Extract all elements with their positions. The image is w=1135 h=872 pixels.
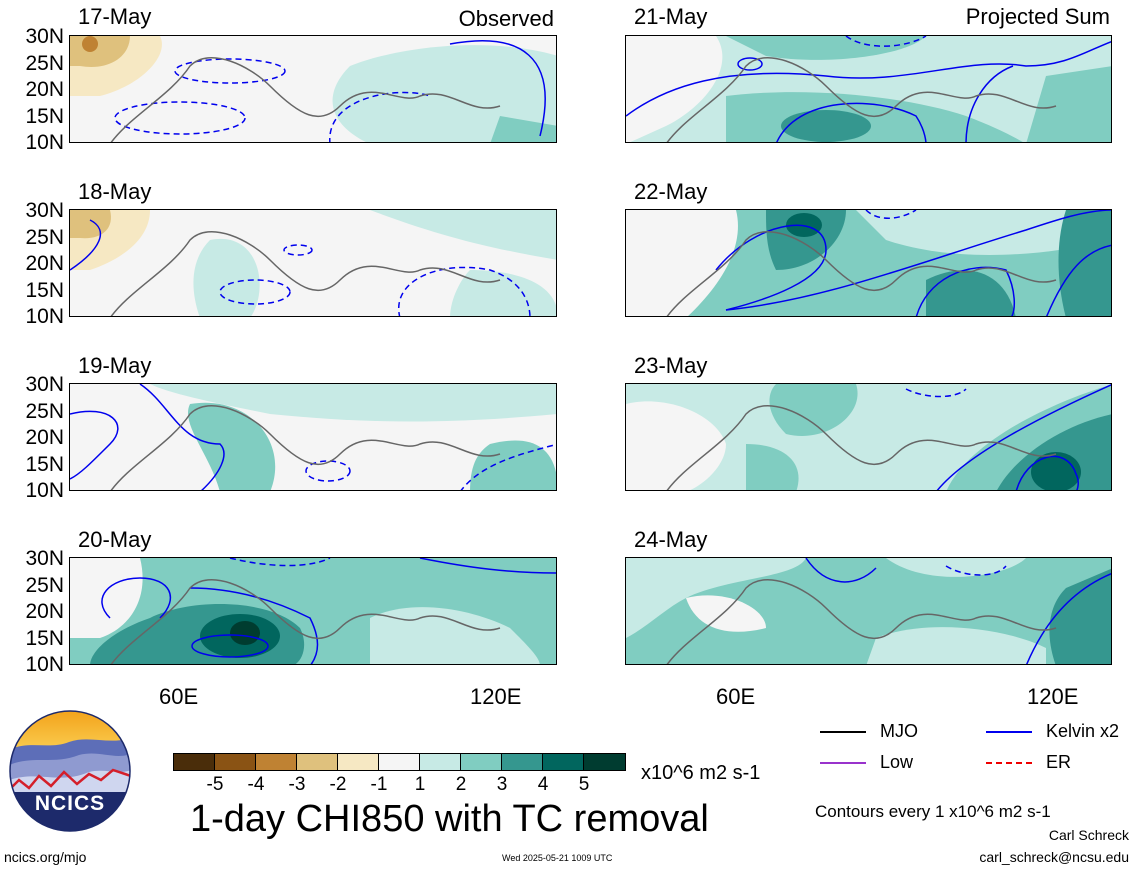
legend-line-er [986, 762, 1032, 764]
lat-tick: 10N [25, 653, 64, 676]
panel-date-19-may: 19-May [78, 353, 152, 378]
map-panel-19-may [69, 383, 557, 491]
colorbar-tick: -1 [370, 774, 388, 795]
lat-tick: 15N [25, 105, 64, 128]
colorbar-tick: 3 [496, 774, 508, 795]
colorbar-swatch [296, 753, 339, 771]
map-panel-24-may [625, 557, 1112, 665]
legend-line-low [820, 762, 866, 764]
colorbar-tick: -2 [329, 774, 347, 795]
lat-tick: 15N [25, 279, 64, 302]
panel-date-24-may: 24-May [634, 527, 708, 552]
main-title: 1-day CHI850 with TC removal [190, 798, 709, 840]
map-panel-23-may [625, 383, 1112, 491]
lat-tick: 30N [25, 25, 64, 48]
lat-tick: 10N [25, 305, 64, 328]
map-panel-22-may [625, 209, 1112, 317]
lat-tick: 20N [25, 252, 64, 275]
colorbar-swatch [337, 753, 380, 771]
colorbar-swatch [419, 753, 462, 771]
legend-label-kelvin: Kelvin x2 [1046, 721, 1120, 741]
lat-tick: 15N [25, 627, 64, 650]
render-timestamp: Wed 2025-05-21 1009 UTC [502, 853, 613, 863]
lat-tick: 20N [25, 78, 64, 101]
lon-tick-120e-right: 120E [1027, 684, 1079, 709]
map-panel-17-may [69, 35, 557, 143]
map-panel-18-may [69, 209, 557, 317]
panel-date-23-may: 23-May [634, 353, 708, 378]
legend-label-low: Low [880, 752, 914, 772]
lat-tick: 15N [25, 453, 64, 476]
map-panel-svg [70, 36, 556, 142]
map-panel-svg [626, 384, 1111, 490]
lat-tick: 30N [25, 373, 64, 396]
map-panel-svg [626, 36, 1111, 142]
colorbar-swatch [542, 753, 585, 771]
lat-tick: 20N [25, 426, 64, 449]
colorbar-tick: 1 [414, 774, 426, 795]
map-panel-svg [70, 384, 556, 490]
lon-tick-120e-left: 120E [470, 684, 522, 709]
lat-tick: 10N [25, 479, 64, 502]
lat-tick: 10N [25, 131, 64, 154]
map-panel-svg [626, 210, 1111, 316]
author-email: carl_schreck@ncsu.edu [979, 849, 1129, 865]
colorbar-tick: 4 [537, 774, 549, 795]
legend-label-mjo: MJO [880, 721, 918, 741]
panel-date-17-may: 17-May [78, 4, 152, 29]
logo-text: NCICS [34, 792, 106, 815]
colorbar-tick: -3 [288, 774, 306, 795]
legend-label-er: ER [1046, 752, 1072, 772]
colorbar-swatch [583, 753, 626, 771]
lat-tick: 25N [25, 52, 64, 75]
colorbar-swatch [378, 753, 421, 771]
panel-date-22-may: 22-May [634, 179, 708, 204]
colorbar-swatch [173, 753, 216, 771]
lat-tick: 25N [25, 400, 64, 423]
colorbar-swatch [460, 753, 503, 771]
lon-tick-60e-right: 60E [716, 684, 756, 709]
contour-interval-note: Contours every 1 x10^6 m2 s-1 [815, 802, 1051, 821]
ncics-logo: NCICS [9, 710, 131, 832]
colorbar-swatch [501, 753, 544, 771]
colorbar-tick: -5 [206, 774, 224, 795]
colorbar-swatch [214, 753, 257, 771]
map-panel-21-may [625, 35, 1112, 143]
legend-line-kelvin [986, 731, 1032, 733]
lat-tick: 25N [25, 574, 64, 597]
legend-line-mjo [820, 731, 866, 733]
map-panel-svg [70, 558, 556, 664]
panel-date-20-may: 20-May [78, 527, 152, 552]
observed-label: Observed [458, 6, 554, 31]
panel-date-21-may: 21-May [634, 4, 708, 29]
lon-tick-60e-left: 60E [159, 684, 199, 709]
map-panel-svg [70, 210, 556, 316]
logo-graphic [9, 710, 131, 832]
colorbar-units: x10^6 m2 s-1 [641, 762, 761, 784]
lat-tick: 30N [25, 199, 64, 222]
map-panel-svg [626, 558, 1111, 664]
colorbar-swatch [255, 753, 298, 771]
colorbar-tick: 2 [455, 774, 467, 795]
source-url[interactable]: ncics.org/mjo [4, 849, 87, 865]
author-name: Carl Schreck [1048, 827, 1129, 843]
panel-date-18-may: 18-May [78, 179, 152, 204]
projected-sum-label: Projected Sum [965, 4, 1110, 29]
lat-tick: 30N [25, 547, 64, 570]
lat-tick: 25N [25, 226, 64, 249]
lat-tick: 20N [25, 600, 64, 623]
colorbar-tick: 5 [578, 774, 590, 795]
map-panel-20-may [69, 557, 557, 665]
colorbar-tick: -4 [247, 774, 265, 795]
